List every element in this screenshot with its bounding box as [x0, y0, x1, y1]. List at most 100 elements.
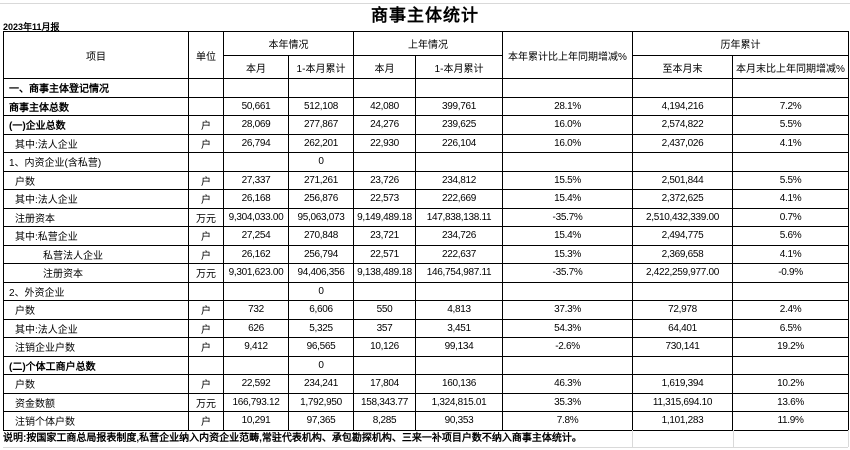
row-value [732, 152, 849, 172]
row-value: 222,637 [415, 244, 503, 264]
row-item-label: (一)企业总数 [3, 115, 189, 135]
row-value: 11,315,694.10 [632, 392, 733, 412]
row-value [502, 78, 633, 98]
row-value: 0 [288, 355, 354, 375]
row-unit: 万元 [188, 207, 224, 227]
row-value: 27,337 [223, 170, 289, 190]
row-value [632, 355, 733, 375]
page-title: 商事主体统计 [371, 6, 479, 25]
row-value: 4,194,216 [632, 96, 733, 116]
col-group-this-year: 本年情况 [223, 31, 354, 56]
row-value: 4.1% [732, 189, 849, 209]
row-value: 270,848 [288, 226, 354, 246]
row-value: 35.3% [502, 392, 633, 412]
col-header-unit: 单位 [188, 31, 224, 79]
row-value: 17,804 [353, 374, 416, 394]
row-unit: 户 [188, 374, 224, 394]
table-row: 一、商事主体登记情况 [3, 78, 849, 98]
row-value: 234,241 [288, 374, 354, 394]
row-value: -2.6% [502, 337, 633, 357]
faint-vertical-gridline [733, 430, 734, 447]
row-value: 16.0% [502, 133, 633, 153]
row-value: 5.5% [732, 115, 849, 135]
row-value: 22,571 [353, 244, 416, 264]
row-value: 28,069 [223, 115, 289, 135]
col-header-yoy-cumulative: 本年累计比上年同期增减% [502, 31, 633, 79]
row-value [732, 355, 849, 375]
row-value: 3,451 [415, 318, 503, 338]
row-item-label: 注销企业户数 [3, 337, 189, 357]
row-value: 732 [223, 300, 289, 320]
row-value: 399,761 [415, 96, 503, 116]
row-unit [188, 355, 224, 375]
row-value: 158,343.77 [353, 392, 416, 412]
footnote: 说明:按国家工商总局报表制度,私营企业纳入内资企业范畴,常驻代表机构、承包勘探机… [3, 430, 848, 448]
table-row: 其中:法人企业户 626 5,325 357 3,451 54.3% 64,401 6.5% [3, 318, 849, 338]
faint-top-gridline [0, 3, 850, 4]
row-value: 2,422,259,977.00 [632, 263, 733, 283]
col-header-month-end-yoy: 本月末比上年同期增减% [732, 55, 849, 79]
row-item-label: 其中:私营企业 [3, 226, 189, 246]
row-value: 11.9% [732, 411, 849, 431]
row-value [732, 78, 849, 98]
row-value: 256,794 [288, 244, 354, 264]
row-value: 2,494,775 [632, 226, 733, 246]
row-value: 626 [223, 318, 289, 338]
row-value: 166,793.12 [223, 392, 289, 412]
row-value: 97,365 [288, 411, 354, 431]
row-unit [188, 152, 224, 172]
row-value: 64,401 [632, 318, 733, 338]
row-value: 256,876 [288, 189, 354, 209]
row-item-label: 资金数额 [3, 392, 189, 412]
row-value: 9,304,033.00 [223, 207, 289, 227]
row-value: 0 [288, 281, 354, 301]
table-row: (一)企业总数户 28,069 277,867 24,276 239,625 16.0% 2… [3, 115, 849, 135]
row-value: 10,126 [353, 337, 416, 357]
row-unit: 户 [188, 244, 224, 264]
row-value [632, 78, 733, 98]
row-item-label: 1、内资企业(含私营) [3, 152, 189, 172]
table-row: 其中:私营企业户 27,254 270,848 23,721 234,726 15.4% 2… [3, 226, 849, 246]
row-value: 4,813 [415, 300, 503, 320]
row-value: 28.1% [502, 96, 633, 116]
row-item-label: 一、商事主体登记情况 [3, 78, 189, 98]
row-item-label: 商事主体总数 [3, 96, 189, 116]
row-value: 15.4% [502, 189, 633, 209]
col-header-item: 项目 [3, 31, 189, 79]
row-value: 2.4% [732, 300, 849, 320]
table-row: 1、内资企业(含私营) 0 [3, 152, 849, 172]
statistics-table: 项目 单位 本年情况 上年情况 本年累计比上年同期增减% 历年累计 本月 1-本… [3, 31, 849, 431]
row-value: -35.7% [502, 207, 633, 227]
row-value: 72,978 [632, 300, 733, 320]
row-value: 99,134 [415, 337, 503, 357]
row-unit: 户 [188, 411, 224, 431]
row-value [415, 281, 503, 301]
faint-vertical-gridline [848, 430, 849, 447]
row-value: 2,372,625 [632, 189, 733, 209]
table-row: 户数户 27,337 271,261 23,726 234,812 15.5% 2,501,… [3, 170, 849, 190]
row-item-label: 户数 [3, 300, 189, 320]
row-value: 2,501,844 [632, 170, 733, 190]
row-value: 2,437,026 [632, 133, 733, 153]
table-row: 其中:法人企业户 26,794 262,201 22,930 226,104 16.0% 2… [3, 133, 849, 153]
row-value: 239,625 [415, 115, 503, 135]
row-value: 1,101,283 [632, 411, 733, 431]
table-row: 户数户 732 6,606 550 4,813 37.3% 72,978 2.4% [3, 300, 849, 320]
row-value: 234,812 [415, 170, 503, 190]
table-row: 注销企业户数户 9,412 96,565 10,126 99,134 -2.6% 730,1… [3, 337, 849, 357]
table-row: 注册资本 万元 9,301,623.00 94,406,356 9,138,489.18… [3, 263, 849, 283]
row-value [632, 152, 733, 172]
row-unit: 户 [188, 337, 224, 357]
row-value: 23,721 [353, 226, 416, 246]
row-item-label: 2、外资企业 [3, 281, 189, 301]
row-value: 13.6% [732, 392, 849, 412]
row-value: 15.5% [502, 170, 633, 190]
row-value: 2,574,822 [632, 115, 733, 135]
row-value [415, 78, 503, 98]
row-value [353, 78, 416, 98]
row-unit: 户 [188, 170, 224, 190]
row-value: -0.9% [732, 263, 849, 283]
row-value: 26,168 [223, 189, 289, 209]
col-group-last-year: 上年情况 [353, 31, 503, 56]
row-unit: 万元 [188, 392, 224, 412]
